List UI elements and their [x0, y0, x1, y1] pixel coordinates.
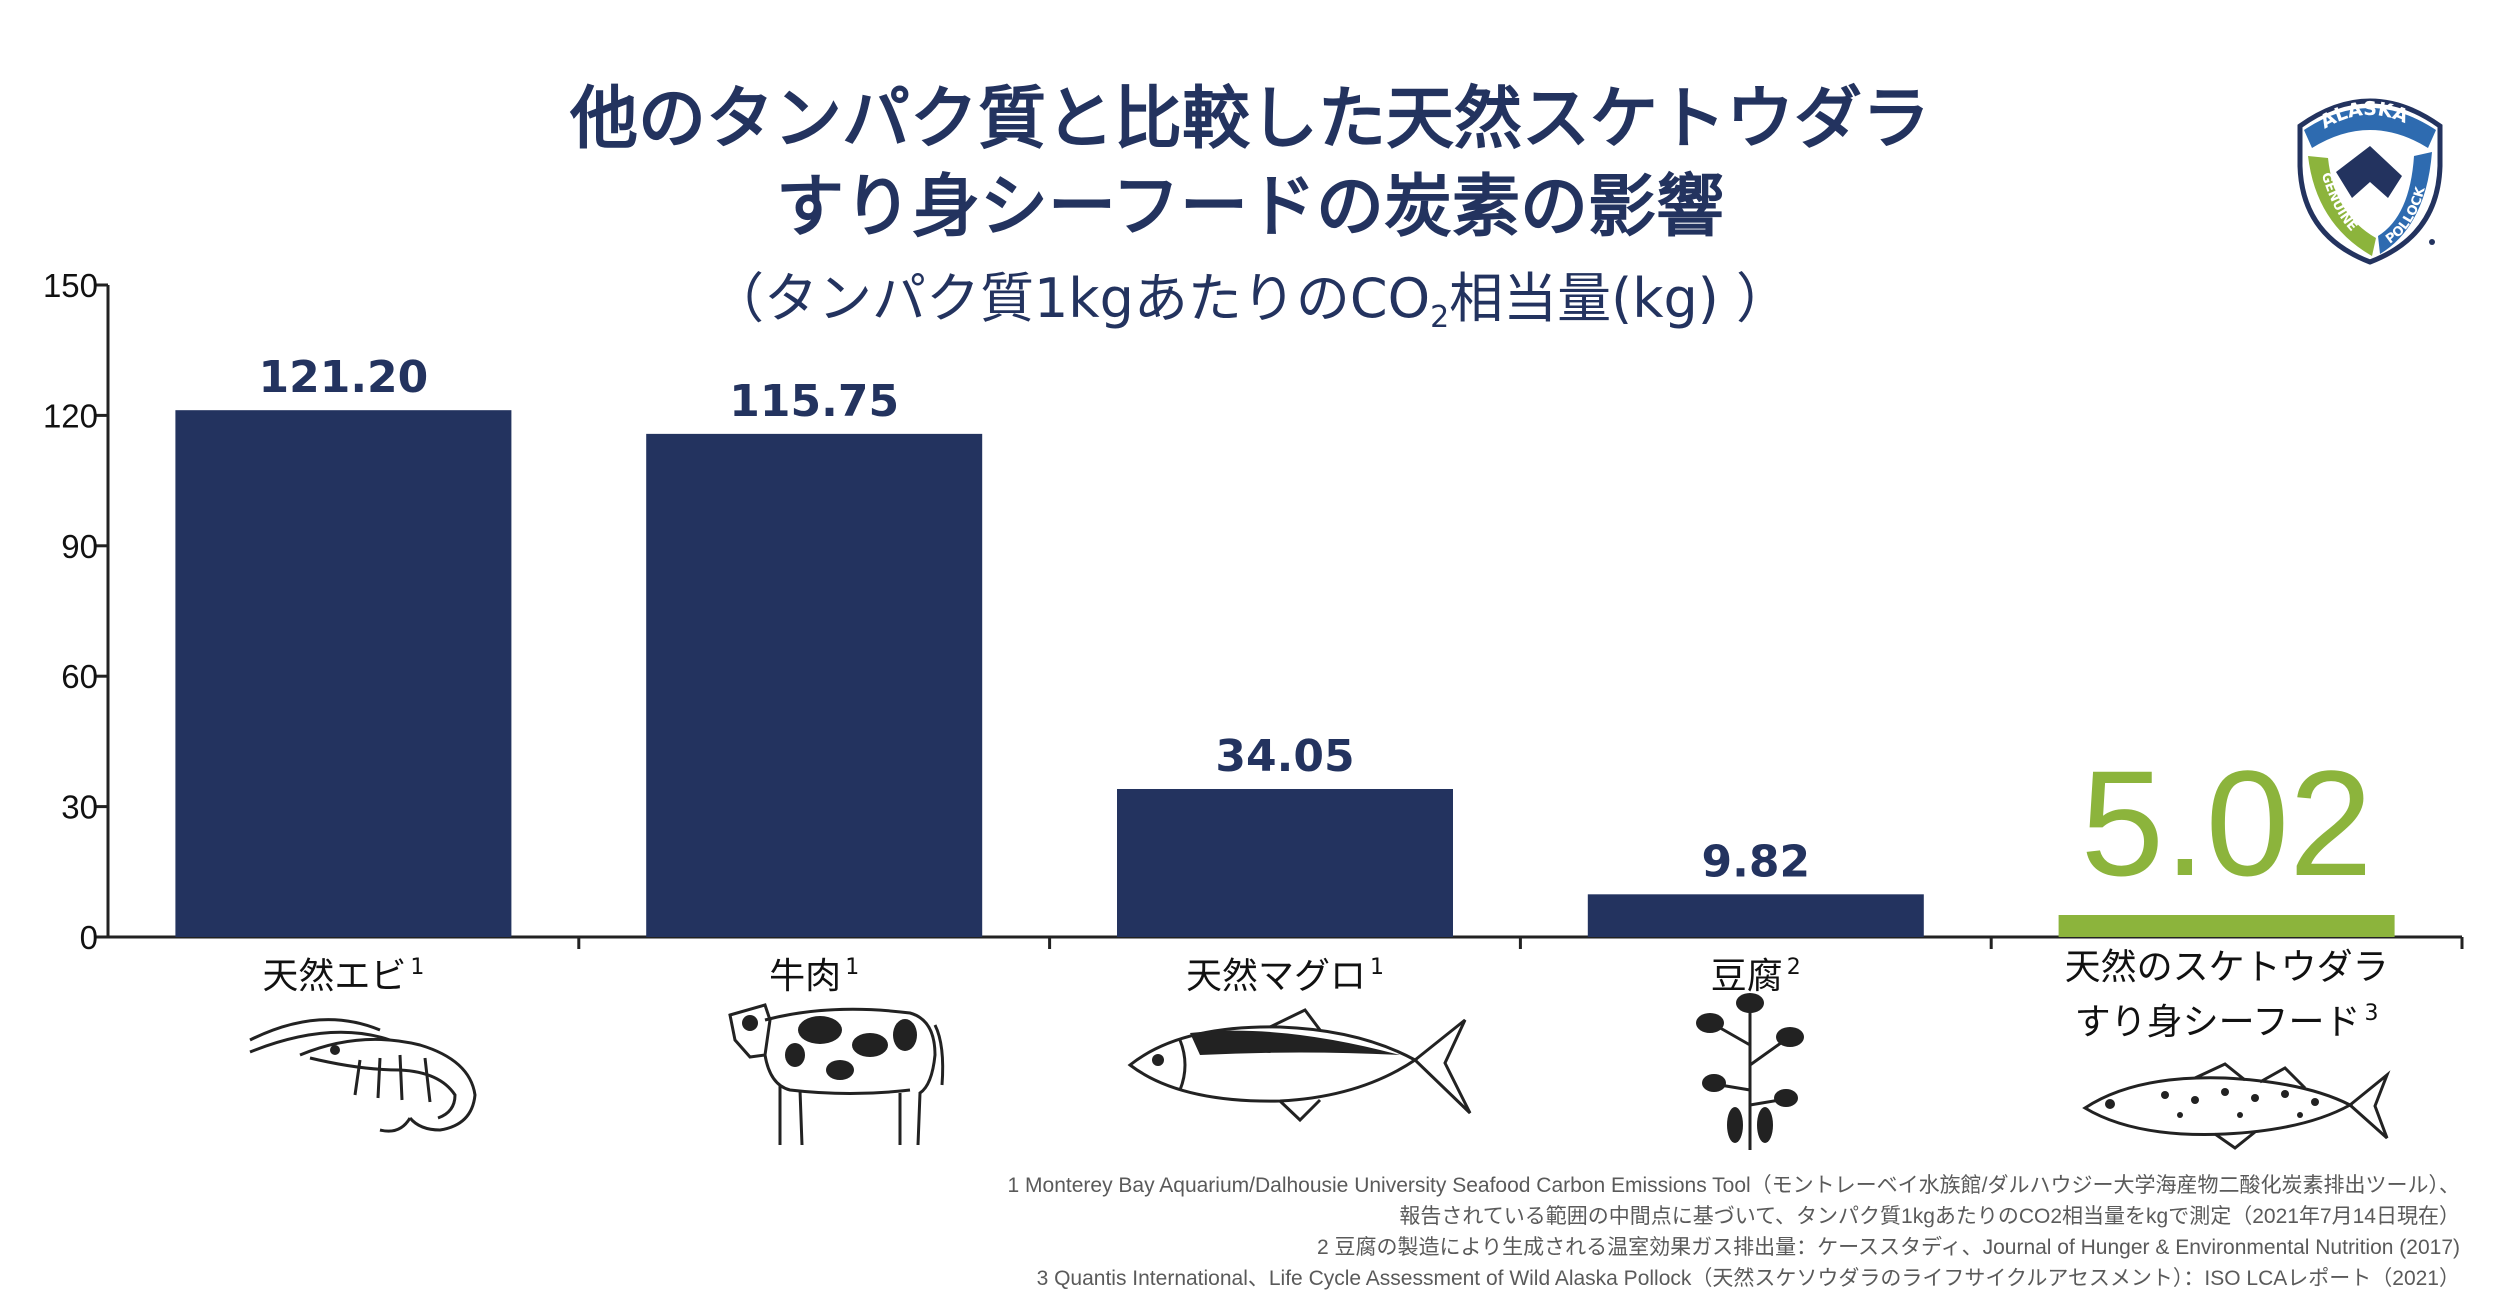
y-tick-label: 30 [61, 789, 98, 826]
category-label-text: 牛肉 [769, 956, 842, 997]
shrimp-icon [249, 1018, 477, 1133]
y-tick-label: 150 [43, 267, 98, 304]
footnote-1b: 報告されている範囲の中間点に基づいて、タンパク質1kgあたりのCO2相当量をkg… [1399, 1205, 2460, 1228]
category-label-text-line1: 天然のスケトウダラ [2064, 947, 2389, 988]
pollock-icon [2082, 1062, 2391, 1150]
footnote-ref: 1 [410, 955, 425, 980]
category-label: 豆腐 2 [1566, 945, 1946, 1000]
footnotes: 1 Monterey Bay Aquarium/Dalhousie Univer… [460, 1170, 2460, 1294]
category-label-text: 天然エビ [262, 956, 407, 997]
subtitle-subscript: 2 [1430, 300, 1450, 335]
bar [1587, 894, 1924, 937]
footnote-ref: 1 [1370, 955, 1384, 980]
footnote-ref: 2 [1786, 955, 1801, 980]
category-label: 牛肉 1 [624, 945, 1004, 1000]
chart-title-line1: 他のタンパク質と比較した天然スケトウダラ [569, 80, 1930, 159]
soybean-plant-icon [1696, 993, 1804, 1150]
footnote-1a: 1 Monterey Bay Aquarium/Dalhousie Univer… [1007, 1174, 2460, 1197]
chart-subtitle: （タンパク質1kgあたりのCO2相当量(kg) ） [0, 266, 2500, 351]
bar-value-label: 34.05 [1215, 731, 1354, 782]
chart-title-line2: すり身シーフードの炭素の影響 [776, 168, 1724, 247]
category-label-text: 豆腐 [1710, 956, 1783, 997]
footnote-3: 3 Quantis International、Life Cycle Asses… [1036, 1267, 2460, 1290]
category-label: 天然エビ 1 [153, 945, 533, 1000]
footnote-ref: 3 [2364, 1001, 2379, 1026]
bar-value-label: 5.02 [2081, 739, 2373, 907]
subtitle-text-pre: （タンパク質1kgあたりのCO [709, 267, 1431, 330]
cow-icon [728, 1003, 945, 1146]
tuna-icon [1127, 1008, 1472, 1123]
y-tick-label: 90 [61, 528, 98, 565]
bar-value-label: 9.82 [1702, 836, 1811, 887]
category-label-text-line2: すり身シーフード [2074, 1002, 2361, 1043]
y-tick-label: 120 [43, 397, 98, 434]
y-tick-label: 60 [61, 658, 98, 695]
category-label-text: 天然マグロ [1185, 956, 1366, 997]
alaska-pollock-logo: ALASKA GENUINE POLLOCK [2297, 98, 2443, 265]
bar [1117, 788, 1453, 937]
bar [175, 410, 512, 938]
bar-value-label: 115.75 [729, 376, 899, 427]
footnote-2: 2 豆腐の製造により生成される温室効果ガス排出量：ケーススタディ、Journal… [1317, 1236, 2460, 1259]
footnote-ref: 1 [845, 955, 860, 980]
subtitle-text-post: 相当量(kg) ） [1449, 267, 1791, 330]
bar [646, 433, 983, 937]
category-label: 天然マグロ 1 [1095, 945, 1475, 1000]
category-label: 天然のスケトウダラすり身シーフード 3 [2037, 945, 2417, 1046]
y-tick-label: 0 [80, 919, 98, 956]
bar-value-label: 121.20 [259, 352, 429, 403]
highlight-bar [2058, 915, 2395, 937]
